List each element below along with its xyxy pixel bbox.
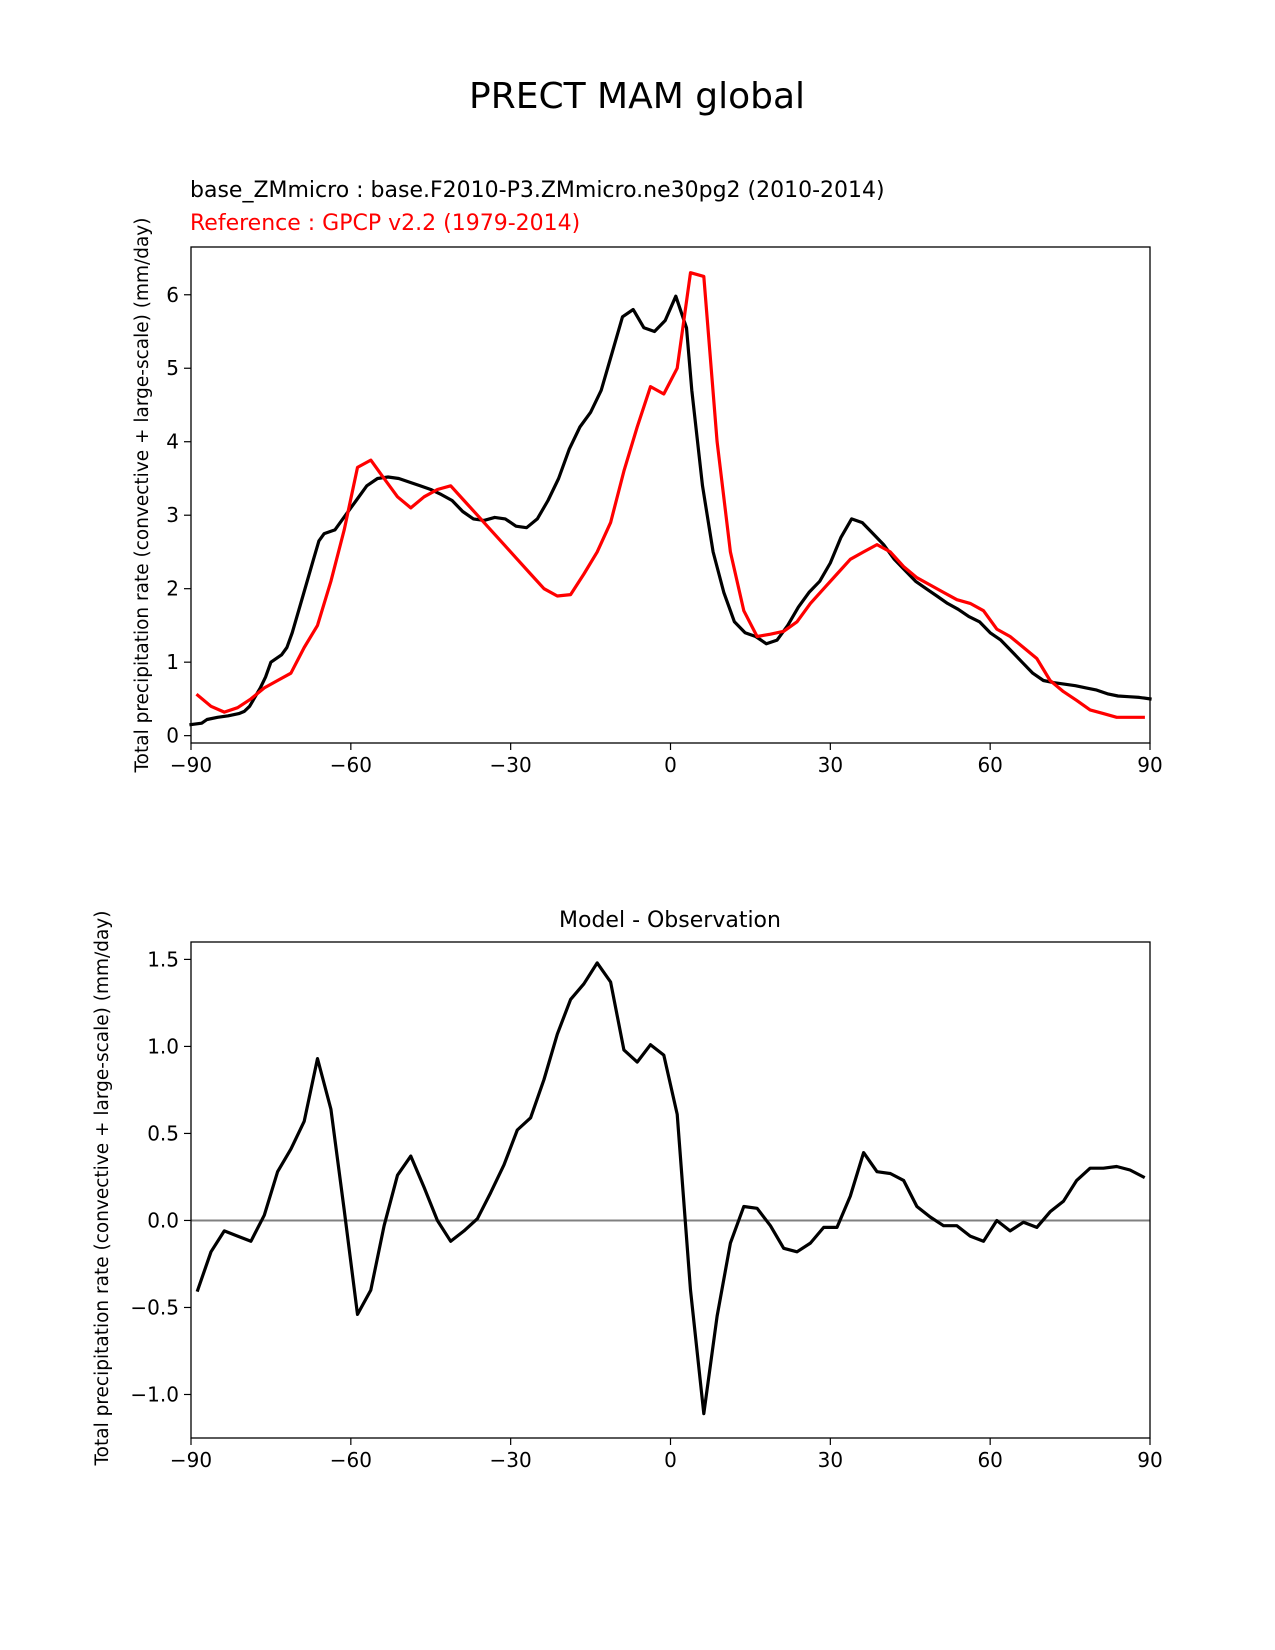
bottom-panel: Model - Observation Total precipitation … <box>92 908 1163 1472</box>
reference-subtitle: Reference : GPCP v2.2 (1979-2014) <box>190 211 580 236</box>
top-x-tick-label: 90 <box>1137 753 1162 777</box>
bottom-plot-lines <box>191 961 1150 1416</box>
top-y-axis-label: Total precipitation rate (convective + l… <box>132 218 153 774</box>
bottom-y-tick-label: −1.0 <box>130 1382 179 1406</box>
top-plot-lines <box>189 271 1152 727</box>
top-panel: base_ZMmicro : base.F2010-P3.ZMmicro.ne3… <box>132 178 1163 777</box>
bottom-x-tick-label: 60 <box>977 1448 1002 1472</box>
bottom-plot-frame <box>190 941 1151 1439</box>
bottom-y-tick-label: 0.5 <box>147 1121 179 1145</box>
reference-series-line <box>195 271 1145 719</box>
top-x-tick-label: 60 <box>977 753 1002 777</box>
bottom-x-tick-label: −90 <box>170 1448 212 1472</box>
top-y-tick-label: 1 <box>166 650 179 674</box>
top-x-tick-label: 0 <box>664 753 677 777</box>
bottom-y-tick-label: −0.5 <box>130 1295 179 1319</box>
difference-series-line <box>195 961 1146 1416</box>
top-x-tick-label: −90 <box>170 753 212 777</box>
bottom-y-tick-label: 1.5 <box>147 947 179 971</box>
bottom-axis-ticks: −90 −60 −30 0 30 60 90 −1.0 −0.5 0.0 0.5 1.0 1.5 <box>130 947 1162 1472</box>
top-axis-ticks: −90 −60 −30 0 30 60 90 0 1 2 3 4 5 6 <box>166 283 1162 777</box>
difference-plot-title: Model - Observation <box>559 908 781 933</box>
top-y-tick-label: 2 <box>166 577 179 601</box>
top-y-tick-label: 0 <box>166 724 179 748</box>
top-y-tick-label: 3 <box>166 503 179 527</box>
bottom-x-tick-label: −30 <box>490 1448 532 1472</box>
top-x-tick-label: 30 <box>818 753 843 777</box>
figure-title: PRECT MAM global <box>469 76 805 117</box>
top-y-tick-label: 4 <box>166 430 179 454</box>
bottom-x-tick-label: 30 <box>818 1448 843 1472</box>
bottom-y-axis-label: Total precipitation rate (convective + l… <box>92 911 113 1467</box>
bottom-x-tick-label: 0 <box>664 1448 677 1472</box>
top-x-tick-label: −60 <box>330 753 372 777</box>
test-case-subtitle: base_ZMmicro : base.F2010-P3.ZMmicro.ne3… <box>190 178 885 203</box>
bottom-y-tick-label: 1.0 <box>147 1034 179 1058</box>
bottom-y-tick-label: 0.0 <box>147 1208 179 1232</box>
top-plot-frame <box>190 246 1151 744</box>
top-x-tick-label: −30 <box>490 753 532 777</box>
bottom-x-tick-label: −60 <box>330 1448 372 1472</box>
bottom-x-tick-label: 90 <box>1137 1448 1162 1472</box>
top-y-tick-label: 5 <box>166 356 179 380</box>
top-y-tick-label: 6 <box>166 283 179 307</box>
model-series-line <box>189 294 1152 727</box>
